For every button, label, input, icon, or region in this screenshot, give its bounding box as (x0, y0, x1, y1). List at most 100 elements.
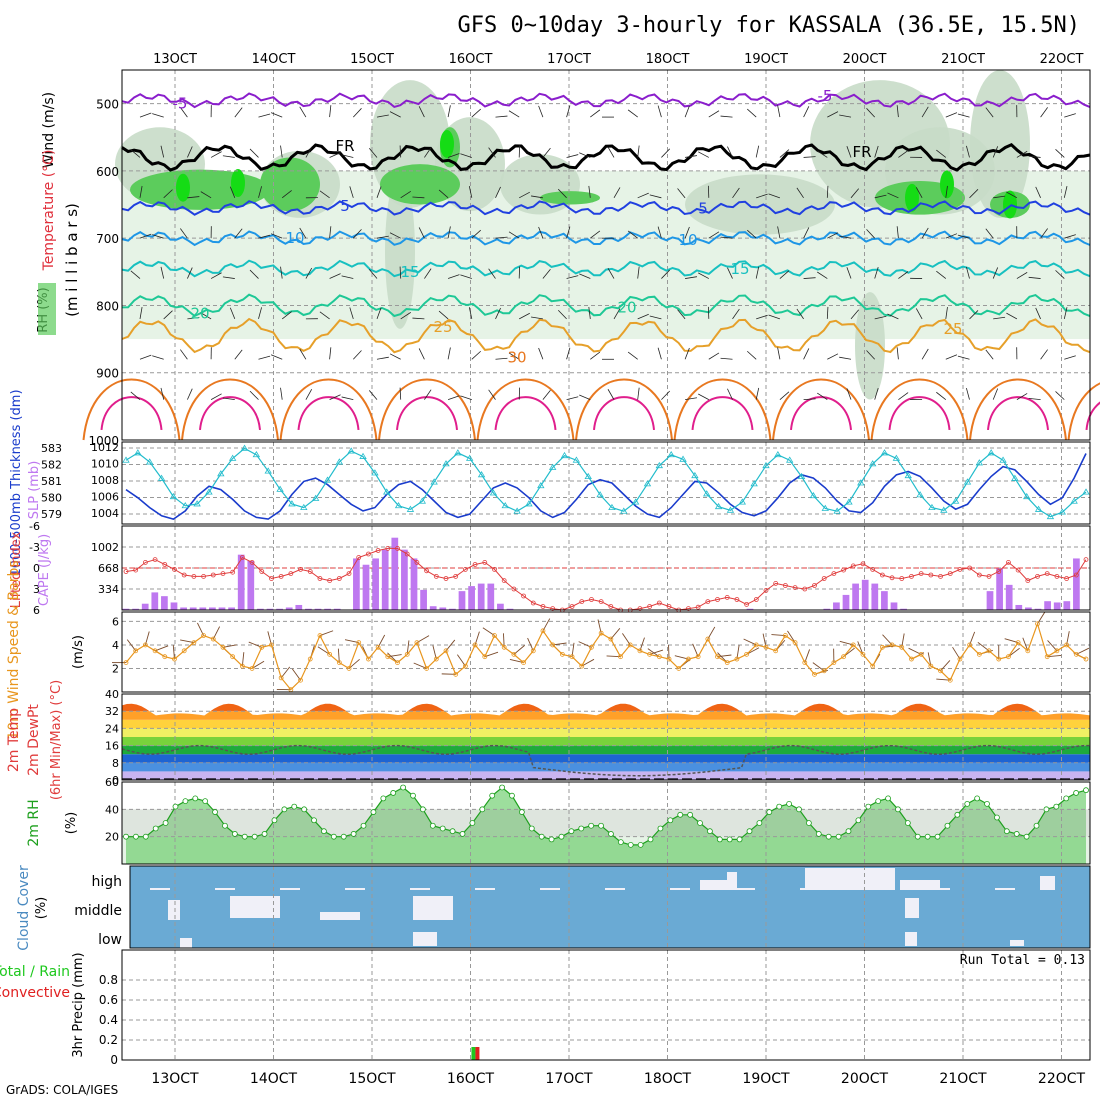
wind-barb (969, 310, 979, 320)
y-tick-label: 800 (96, 299, 119, 313)
wind-speed-marker (647, 651, 653, 657)
temp-band (122, 745, 1090, 755)
wind-barb (187, 196, 200, 199)
rh-shade-bright (905, 183, 919, 212)
rh2m-marker (459, 831, 466, 837)
wind-barb (945, 185, 948, 198)
slp-marker (940, 506, 948, 513)
slp-marker (667, 450, 675, 458)
thickness-tick-label: 579 (41, 508, 62, 521)
wind-barb (649, 194, 662, 199)
slp-marker (252, 450, 261, 458)
cape-bar (986, 591, 994, 610)
wind-barb (649, 315, 662, 320)
rh2m-marker (964, 800, 971, 807)
slp-marker (880, 449, 889, 456)
cloud-block-thin (540, 888, 560, 890)
cape-bar (161, 596, 168, 610)
cape-bar (314, 608, 322, 610)
wind-speed-marker (152, 648, 158, 654)
wind-barb (424, 147, 432, 158)
wind-barb (1064, 234, 1076, 239)
lifted-marker (462, 567, 468, 572)
wind-barb (187, 146, 193, 158)
isotherm-35 (888, 396, 951, 431)
lifted-marker (724, 595, 730, 600)
wind-speed-marker (210, 636, 216, 642)
wind-barb (566, 154, 579, 158)
rh2m-marker (845, 828, 852, 835)
rh-shade-green (540, 191, 600, 205)
wind-barb (376, 356, 389, 360)
cape-bar (420, 589, 427, 610)
wind-barb (992, 146, 999, 158)
isotherm-label: 5 (340, 197, 350, 215)
isotherm-30 (378, 378, 476, 441)
lifted-marker (666, 604, 672, 609)
lifted-marker (346, 571, 352, 576)
wind-barb (637, 145, 640, 158)
slp-marker (205, 488, 213, 495)
lifted-marker (918, 571, 924, 576)
isotherm-35 (790, 396, 852, 431)
wind-barb (803, 348, 810, 360)
ylabel-slp: SLP (mb) (27, 461, 42, 520)
slp-marker (418, 497, 427, 504)
precip-tick-label: 0.6 (99, 993, 118, 1007)
cape-bar (170, 602, 178, 610)
slp-marker (857, 479, 865, 486)
wind-barb (139, 233, 152, 239)
rh2m-marker (410, 792, 416, 799)
wind-barb (887, 192, 899, 199)
temp-band (122, 762, 1090, 772)
rh2m-marker (865, 803, 872, 810)
rh2m-marker (1053, 803, 1060, 810)
wind-barb (985, 228, 994, 239)
thickness-line (125, 453, 1087, 520)
wind-barb (557, 188, 567, 199)
rh2m-marker (321, 828, 327, 835)
slp-marker (323, 476, 332, 483)
cloud-block (413, 932, 437, 946)
slp-marker (821, 504, 829, 511)
panel-frame (121, 949, 1091, 1061)
wind-speed-marker (336, 660, 342, 665)
temp-band (122, 771, 1090, 780)
wind-barb (826, 185, 829, 198)
slp-marker (1046, 512, 1055, 520)
wind-barb (588, 185, 591, 198)
precip-tick-label: 0.8 (99, 973, 118, 987)
rh2m-marker (1003, 828, 1010, 835)
wind-barb (896, 226, 899, 239)
rh2m-marker (291, 803, 298, 810)
slp-marker (122, 456, 130, 463)
slp-marker (572, 456, 581, 463)
wind-barb (936, 149, 947, 158)
wind-barb (874, 388, 879, 400)
slp-marker (169, 492, 178, 500)
wind-barb (389, 353, 401, 360)
wind-barb (777, 226, 781, 239)
slp-marker (726, 506, 735, 513)
slp-marker (335, 458, 344, 465)
slp-marker (750, 480, 758, 487)
wind-barb (708, 352, 720, 360)
wind-speed-marker (395, 660, 400, 665)
bottom-x-tick-label: 15OCT (348, 1071, 396, 1087)
ylabel-thickness: 1000-500mb Thickness (dm) (9, 389, 24, 576)
cape-bar (1034, 608, 1042, 610)
wind-barb (447, 226, 451, 239)
slp-marker (774, 450, 782, 458)
rh2m-marker (350, 831, 357, 837)
slp-marker (1011, 474, 1019, 481)
wind-barb (447, 274, 460, 279)
lifted-marker (870, 567, 876, 572)
wind-barb (866, 350, 875, 360)
lifted-marker (831, 571, 837, 576)
cloud-panel: high middle low (74, 865, 1091, 949)
slp-marker (809, 491, 818, 499)
wind-speed-marker (230, 654, 236, 660)
y-tick-label: 900 (96, 367, 119, 381)
wind-barb (305, 146, 313, 158)
